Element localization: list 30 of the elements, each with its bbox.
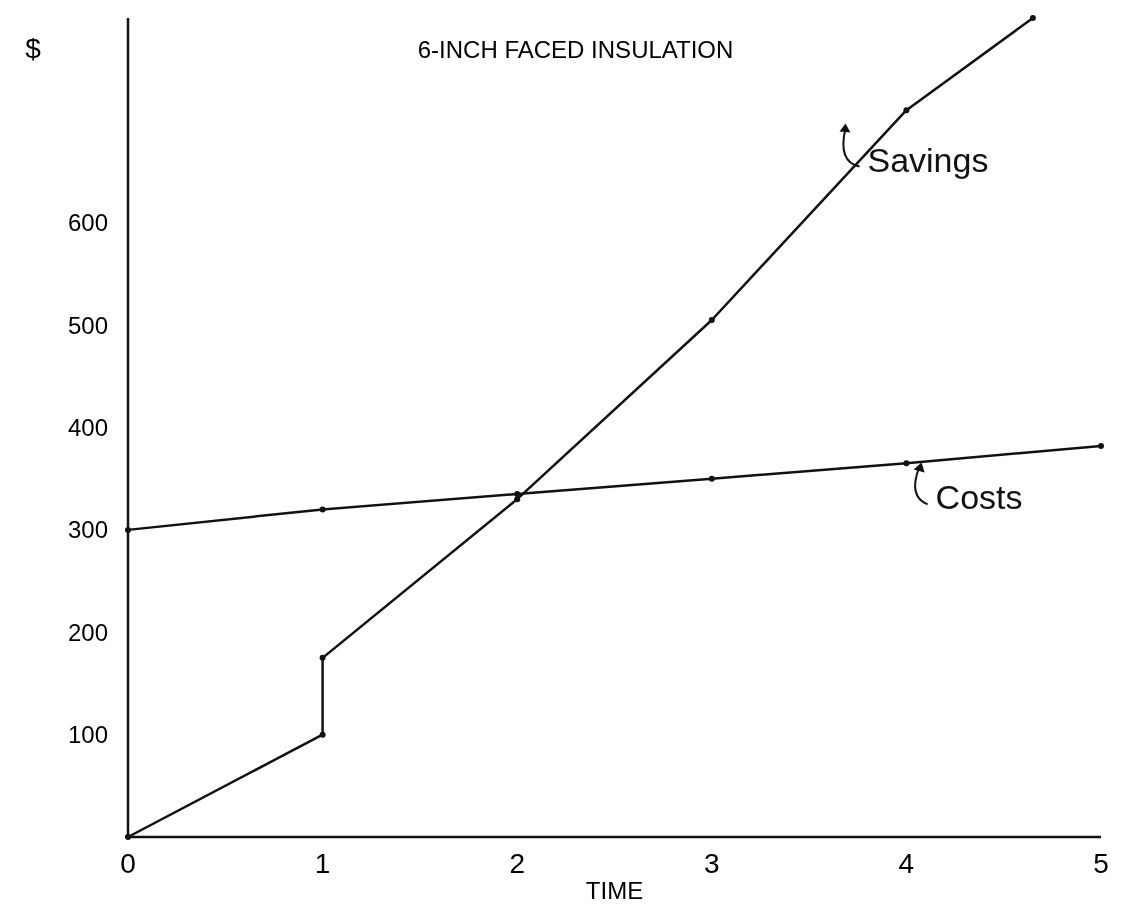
x-tick-label: 1	[314, 848, 331, 879]
point	[708, 475, 715, 482]
y-tick-label: 600	[67, 209, 108, 237]
x-axis-title: TIME	[585, 877, 644, 904]
y-tick-label: 200	[67, 618, 108, 646]
legend-label: Savings	[867, 140, 989, 179]
x-tick-label: 2	[509, 848, 525, 879]
point	[903, 107, 910, 114]
point	[319, 506, 326, 513]
point	[1029, 15, 1036, 21]
x-tick-label: 0	[120, 848, 136, 879]
point	[319, 654, 326, 661]
x-tick-label: 5	[1093, 848, 1109, 879]
x-tick-label: 4	[898, 848, 915, 879]
point	[319, 731, 326, 738]
point	[125, 526, 131, 533]
text: 6-INCH FACED INSULATION	[417, 36, 734, 63]
y-tick-label: 400	[67, 413, 108, 441]
point	[1098, 442, 1104, 449]
point	[708, 317, 715, 324]
x-tick-label: 3	[704, 848, 720, 879]
point	[514, 491, 521, 498]
point	[125, 834, 131, 840]
y-tick-label: 100	[67, 721, 108, 749]
y-tick-label: 500	[67, 311, 108, 339]
y-axis-title: $	[25, 33, 42, 64]
point	[903, 460, 910, 467]
point	[514, 496, 521, 503]
legend-label: Costs	[935, 478, 1023, 517]
y-tick-label: 300	[67, 516, 108, 544]
